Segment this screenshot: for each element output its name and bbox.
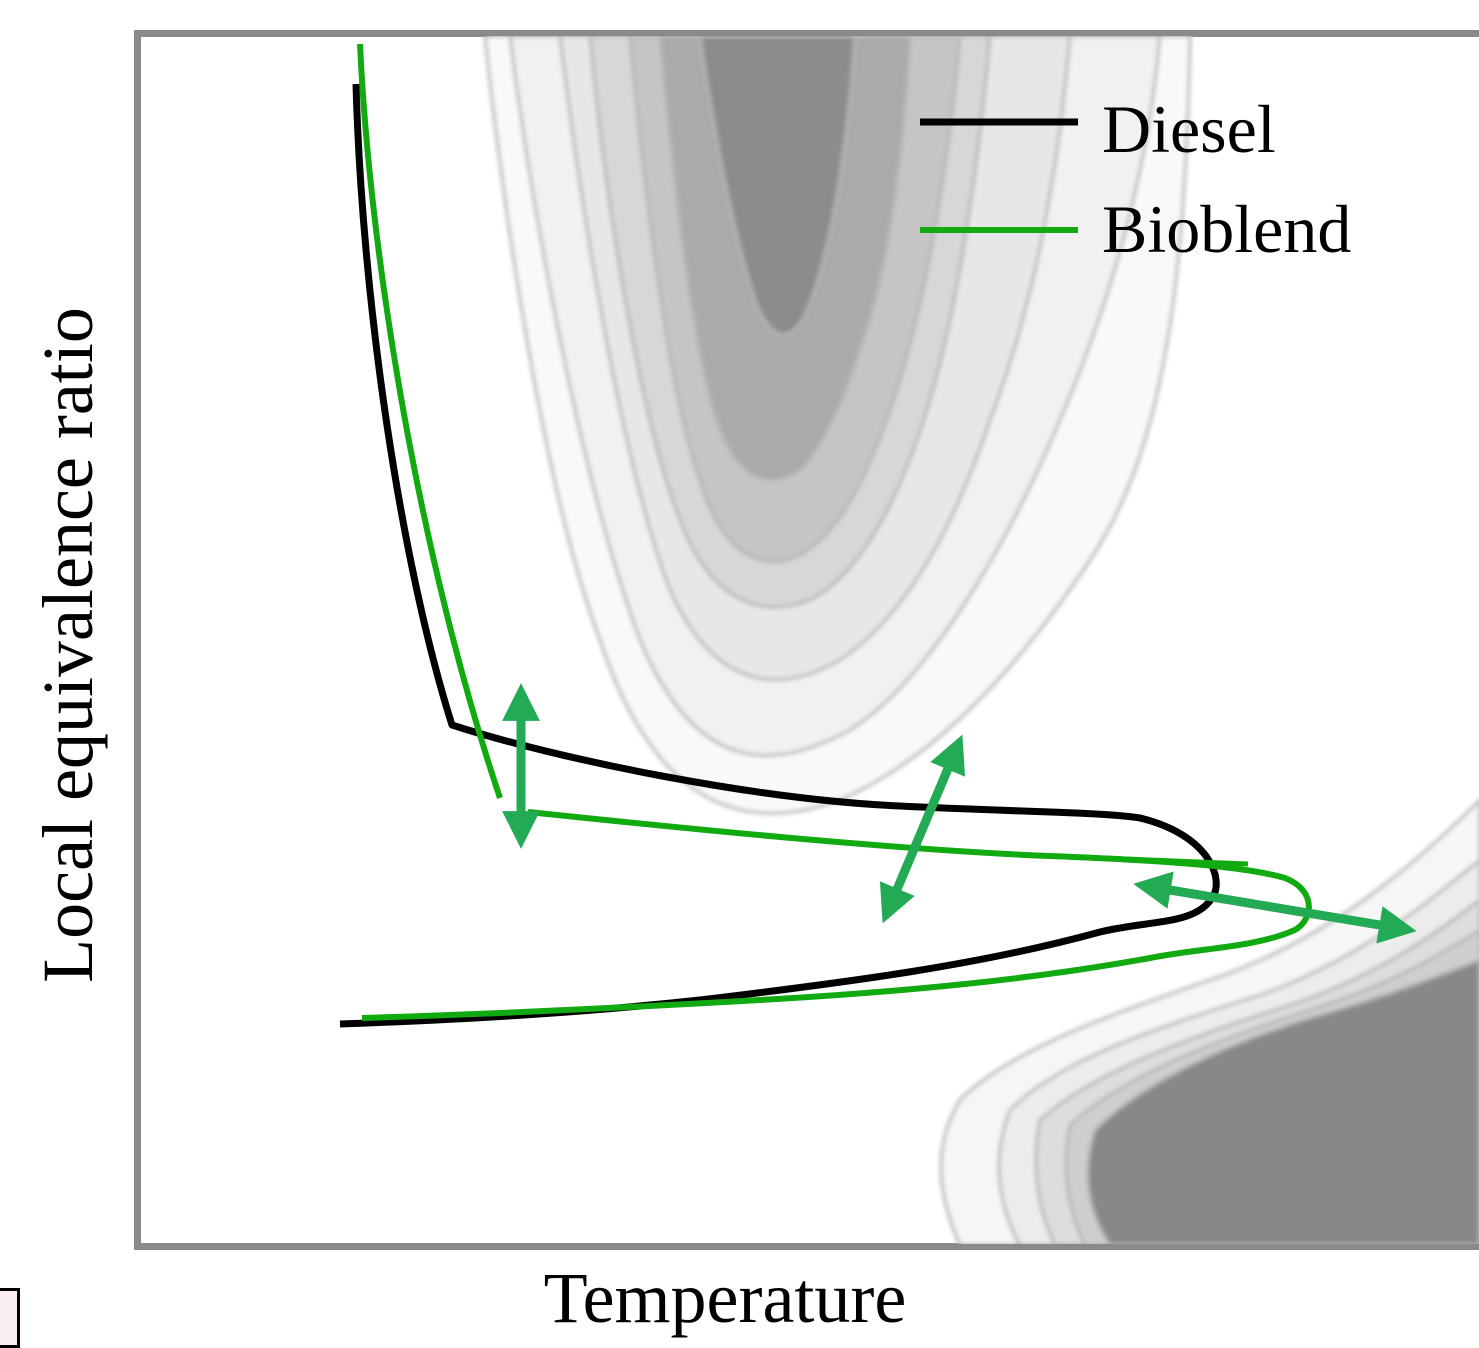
arrow-diagonal [879, 734, 966, 924]
upper-contour [483, 36, 1192, 815]
x-axis-label: Temperature [544, 1258, 907, 1338]
legend: Diesel Bioblend [920, 91, 1351, 267]
diesel-line [339, 83, 1220, 1028]
legend-label-diesel: Diesel [1102, 91, 1276, 167]
corner-fragment [0, 1288, 20, 1348]
annotation-arrows [502, 683, 1417, 944]
lower-contour [939, 798, 1479, 1244]
y-axis-label: Local equivalence ratio [28, 307, 108, 983]
arrow-horizontal [1133, 871, 1417, 944]
bioblend-line [1049, 853, 1249, 867]
contour-map [483, 36, 1479, 1244]
legend-label-bioblend: Bioblend [1102, 191, 1351, 267]
bioblend-line [357, 43, 503, 799]
